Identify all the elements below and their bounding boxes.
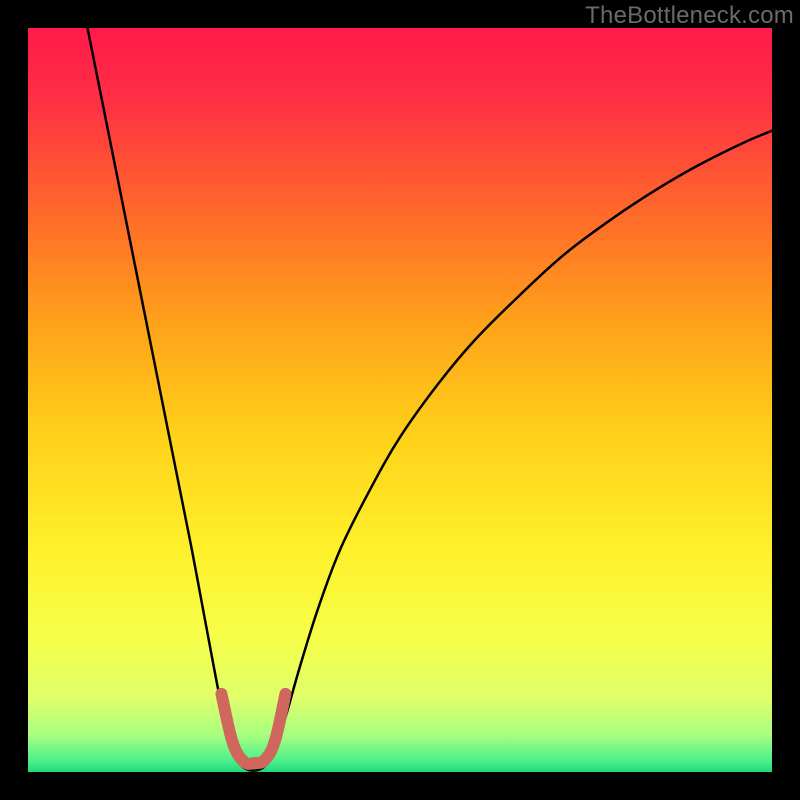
plot-area [28,28,772,772]
watermark-text: TheBottleneck.com [585,2,794,30]
chart-stage: TheBottleneck.com [0,0,800,800]
gradient-background [28,28,772,772]
